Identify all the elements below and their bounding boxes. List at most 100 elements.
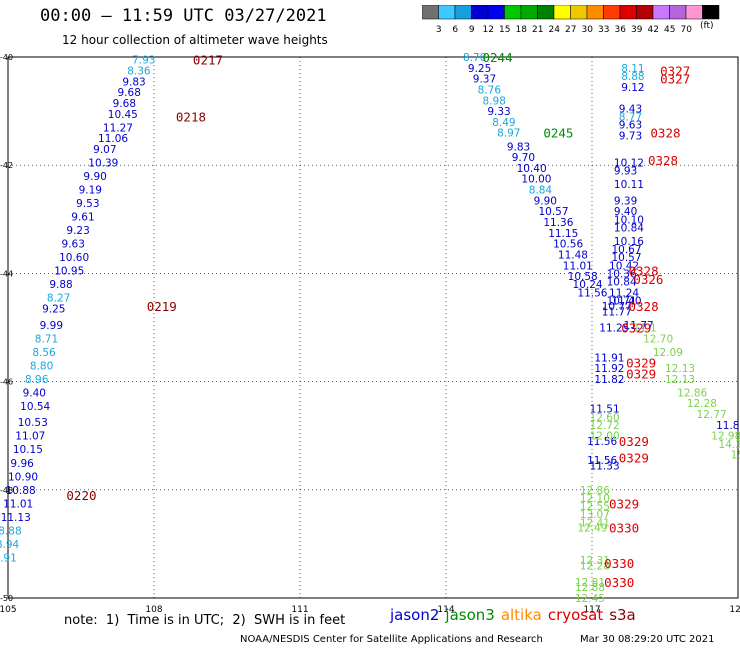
x-tick-label: 105 [0,605,17,615]
wave-height-value: 12.81 [575,577,605,589]
wave-height-value: 9.90 [534,195,557,207]
legend-entry-jason3: jason3 [445,606,495,624]
x-tick-label: 117 [583,605,600,615]
wave-height-value: 8.88 [0,525,22,537]
legend-entry-s3a: s3a [609,606,636,624]
wave-height-value: 8.49 [492,117,515,129]
wave-height-value: 9.25 [42,304,65,316]
pass-time-label: 0245 [543,126,573,141]
wave-height-value: 12.31 [580,555,610,567]
wave-height-value: 12.10 [580,493,610,505]
credit-date: Mar 30 08:29:20 UTC 2021 [580,634,715,645]
colorbar-label: 9 [469,25,475,35]
wave-height-value: 11.48 [558,249,588,261]
wave-height-value: 8.11 [621,63,644,75]
colorbar-label: 36 [615,25,627,35]
wave-height-value: 10.42 [609,260,639,272]
wave-height-value: 8.36 [127,66,151,78]
wave-height-value: 9.73 [619,130,642,142]
wave-height-value: 15 [731,450,740,462]
pass-time-label: 0328 [648,153,678,168]
wave-height-value: 8.98 [483,95,506,107]
colorbar-label: 42 [648,25,659,35]
colorbar-label: 3 [436,25,442,35]
wave-height-value: 9.19 [79,185,102,197]
y-tick-label: -46 [0,378,13,387]
y-tick-label: -42 [0,161,13,170]
x-tick-label: 120 [729,605,740,615]
wave-height-value: 10.36 [607,268,637,280]
wave-height-value: 11.06 [98,133,128,145]
wave-height-value: 7.93 [132,55,155,67]
wave-height-value: 8.84 [529,185,553,197]
wave-height-value: 9.33 [487,106,510,118]
wave-height-value: 12.55 [580,501,610,513]
wave-height-value: 10.00 [521,174,551,186]
wave-height-value: 11.92 [594,363,624,375]
x-tick-label: 108 [145,605,162,615]
colorbar-label: 24 [549,25,561,35]
wave-height-value: 12.88 [575,582,605,594]
wave-height-value: 12.98 [711,431,740,443]
wave-height-value: 10.90 [8,471,38,483]
wave-height-value: 9.93 [614,166,637,178]
wave-height-value: 8.77 [619,112,642,124]
wave-height-value: 9.68 [118,87,141,99]
wave-height-value: 12.28 [580,561,610,573]
wave-height-value: 12.09 [653,347,683,359]
pass-time-label: 0328 [650,126,680,141]
wave-height-value: 11.56 [587,455,617,467]
wave-height-value: 8.56 [32,347,56,359]
wave-height-value: 12.45 [575,593,605,605]
wave-height-value: 14.3 [719,439,740,451]
pass-time-label: 0244 [483,50,513,65]
wave-height-value: 11.07 [15,431,45,443]
pass-time-label: 0327 [660,64,690,79]
wave-height-value: 10.84 [614,222,644,234]
wave-height-value: 10.71 [607,295,637,307]
wave-height-value: 10.54 [20,401,50,413]
y-tick-label: -50 [0,594,13,603]
wave-height-value: 12.86 [580,485,610,497]
y-tick-label: -48 [0,486,13,495]
wave-height-value: 8.97 [497,128,520,140]
wave-height-value: 10.40 [517,163,547,175]
colorbar-label: 45 [664,25,675,35]
pass-time-label: 0218 [176,110,206,125]
wave-height-value: 11.77 [624,320,654,332]
wave-height-value: 10.11 [614,179,644,191]
colorbar-label: 21 [532,25,543,35]
wave-height-value: 11.51 [590,404,620,416]
wave-height-value: 8.88 [621,71,644,83]
wave-height-value: 12.13 [665,363,695,375]
wave-height-value: 12.00 [590,431,620,443]
pass-time-label: 0219 [147,299,177,314]
wave-height-value: 10.57 [611,252,641,264]
wave-height-value: 9.25 [468,63,491,75]
colorbar-label: 70 [681,25,693,35]
wave-height-value: 9.39 [614,195,637,207]
colorbar-unit: (ft) [700,21,714,31]
wave-height-value: 10.10 [614,214,644,226]
colorbar-label: 15 [499,25,510,35]
wave-height-value: 10.53 [18,417,48,429]
colorbar-swatch [702,5,720,20]
wave-height-value: 11.1 [633,323,656,335]
legend-entry-cryosat: cryosat [547,606,604,624]
colorbar: 3 6 9 12 15 18 21 24 27 30 33 36 39 42 45 70 [422,5,720,35]
wave-height-value: 13.07 [580,509,610,521]
pass-time-label: 0326 [633,272,663,287]
wave-height-value: 12.13 [665,374,695,386]
wave-height-value: 9.40 [614,206,637,218]
wave-height-value: 9.23 [66,225,89,237]
wave-height-value: 10.84 [607,277,637,289]
pass-time-label: 0329 [621,321,651,336]
pass-time-label: 0328 [629,264,659,279]
wave-height-value: 8.71 [35,333,58,345]
wave-height-value: 11.40 [611,295,641,307]
legend-entry-altika: altika [500,606,542,624]
wave-height-value: 11.91 [594,352,624,364]
wave-height-value: 9.61 [71,212,94,224]
y-tick-label: -40 [0,53,13,62]
wave-height-value: 10.57 [538,206,568,218]
